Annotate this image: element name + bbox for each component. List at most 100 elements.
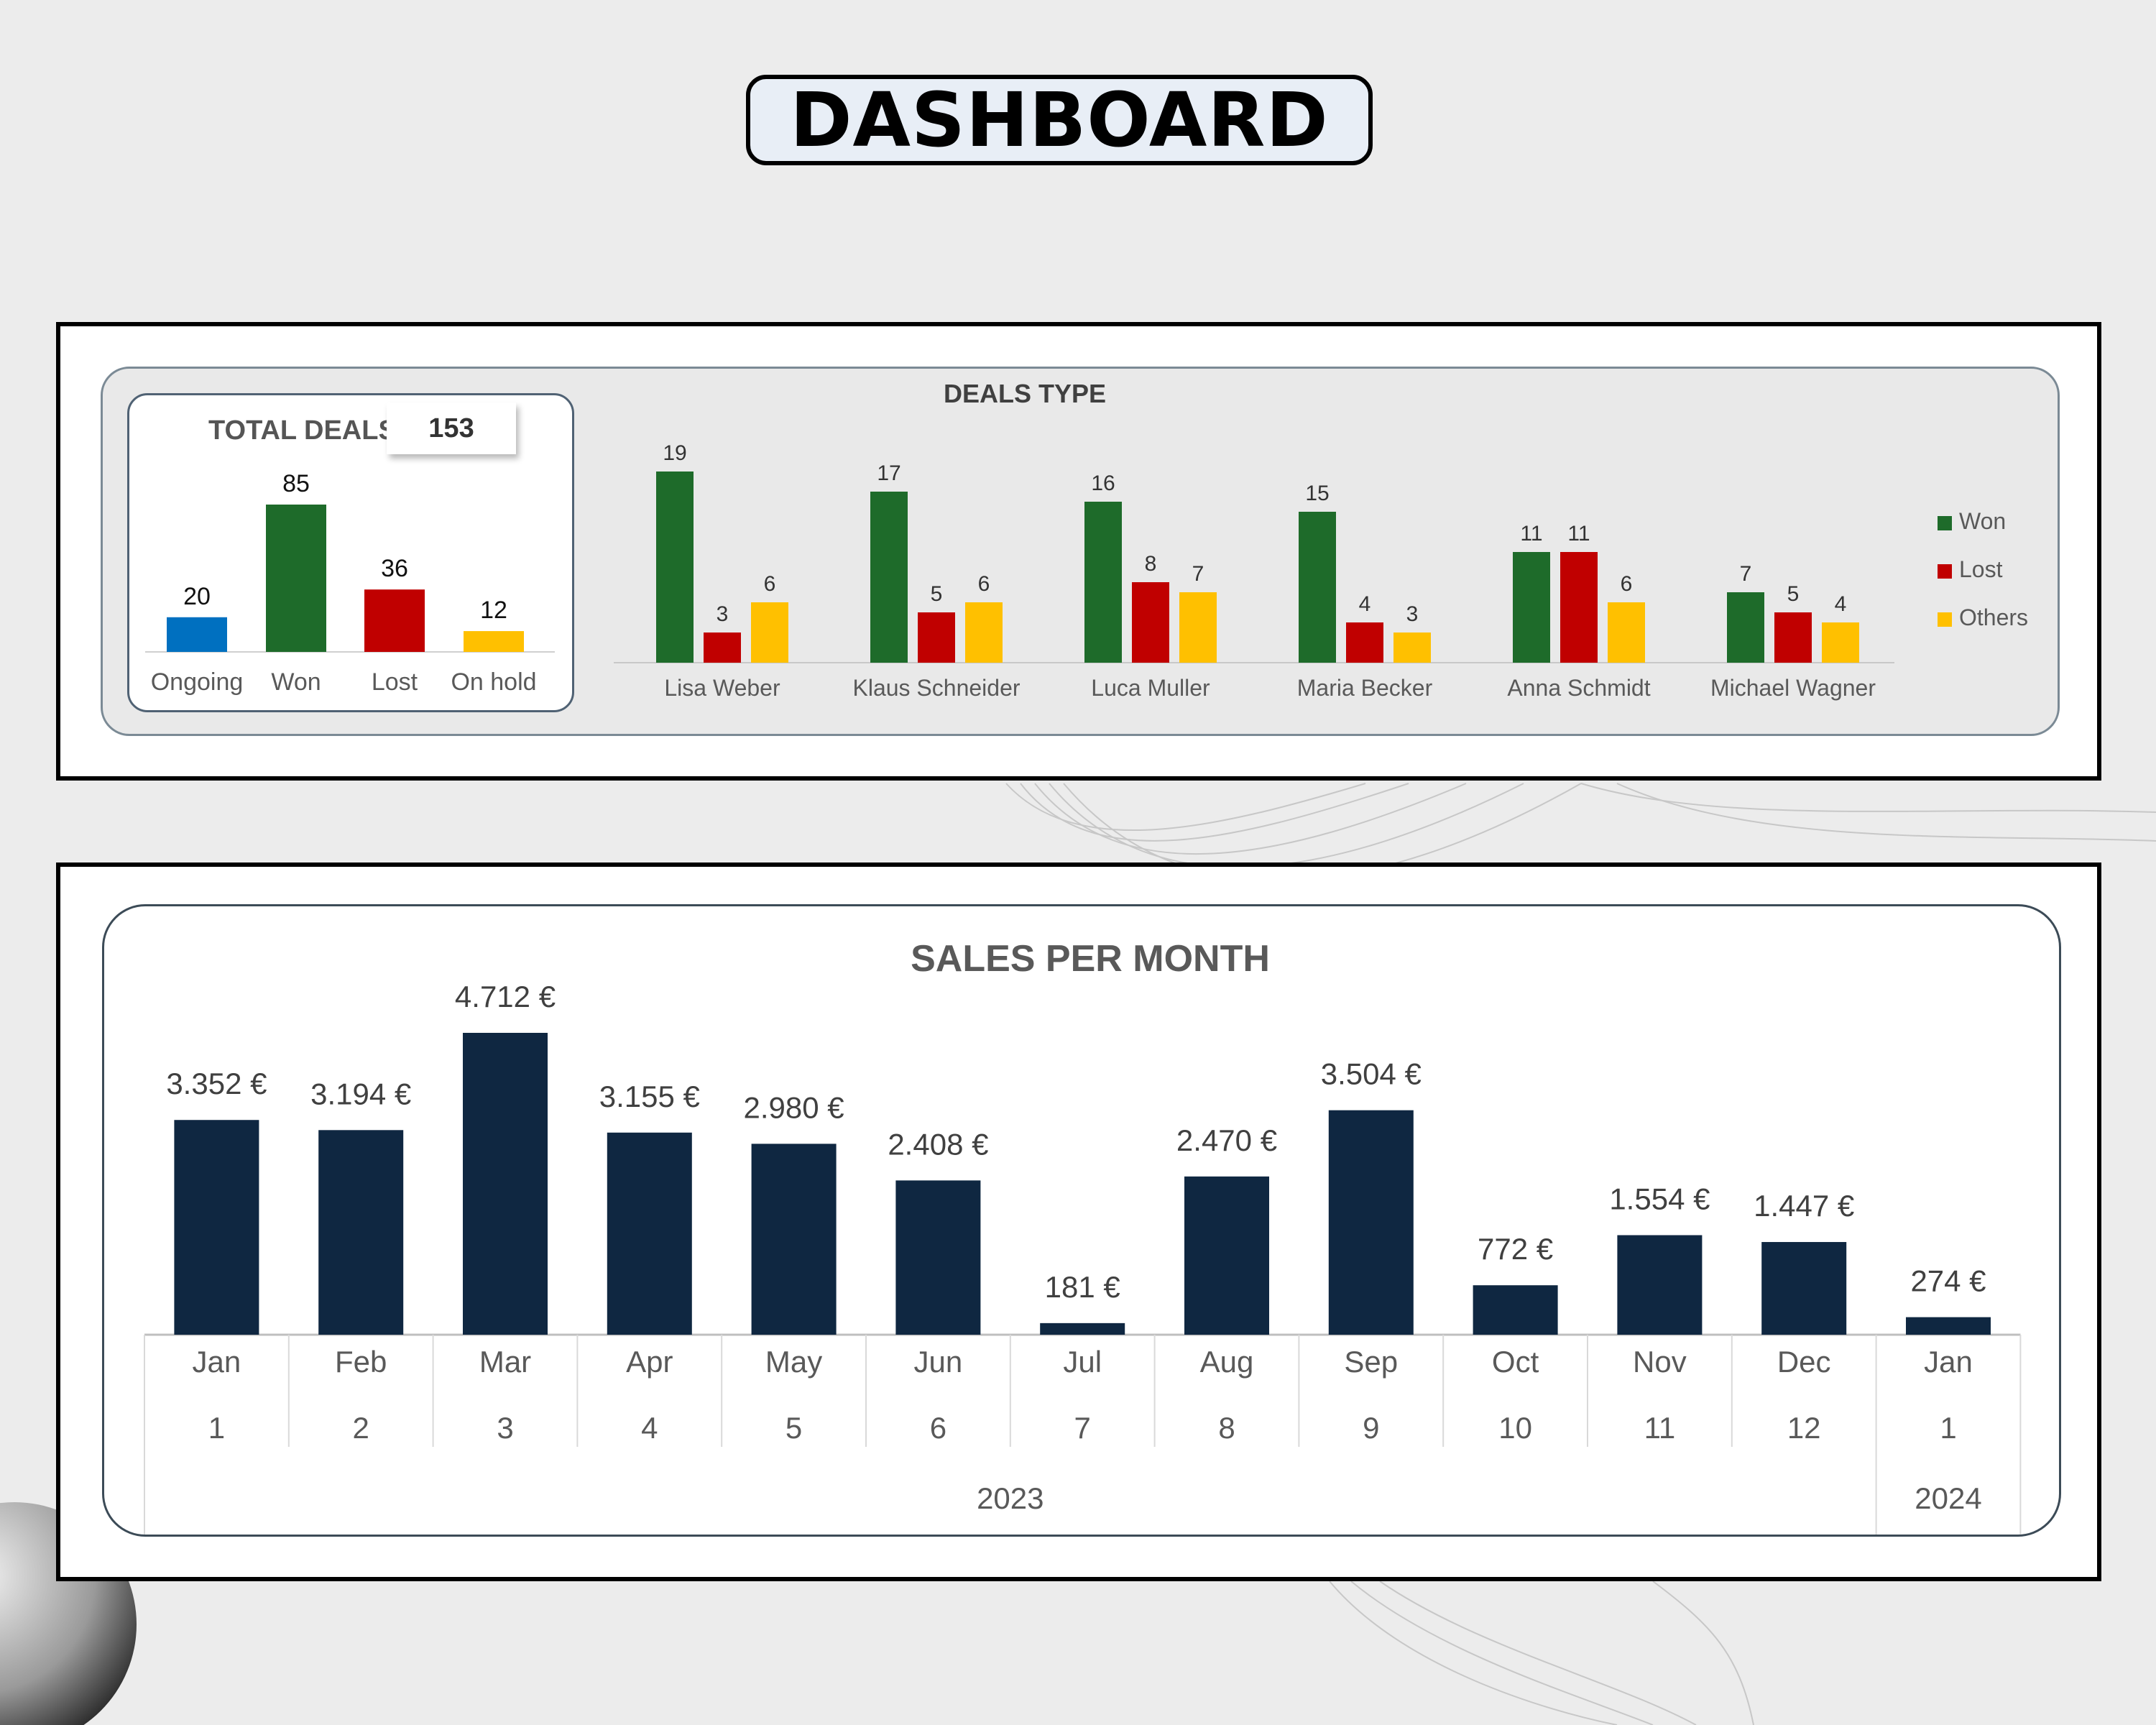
deals-type-bar (1299, 512, 1336, 663)
sales-month-number-label: 6 (930, 1411, 946, 1445)
deals-type-bar (1346, 622, 1383, 663)
status-category-label: Lost (372, 668, 418, 696)
deals-type-value-label: 11 (1567, 522, 1590, 546)
deals-type-category-label: Michael Wagner (1710, 675, 1876, 701)
sales-bar (318, 1130, 404, 1335)
status-value-label: 12 (480, 597, 507, 624)
sales-month-number-label: 1 (208, 1411, 225, 1445)
sales-month-label: Feb (335, 1345, 387, 1379)
deals-type-bar (1727, 592, 1764, 663)
status-category-label: On hold (451, 668, 536, 696)
deals-type-bar (965, 602, 1003, 663)
status-bar (266, 505, 326, 652)
sales-value-label: 274 € (1910, 1264, 1986, 1298)
deals-type-bar (1608, 602, 1645, 663)
deals-type-title: DEALS TYPE (944, 379, 1106, 408)
deals-type-bar (1393, 632, 1431, 663)
deals-type-value-label: 7 (1192, 562, 1204, 586)
sales-month-number-label: 1 (1940, 1411, 1956, 1445)
sales-bar (895, 1180, 981, 1335)
sales-month-label: Nov (1633, 1345, 1687, 1379)
legend-swatch (1938, 516, 1952, 530)
deals-type-value-label: 3 (717, 602, 729, 626)
deals-type-value-label: 6 (1621, 572, 1633, 596)
deals-type-bar (1513, 552, 1550, 663)
legend-label: Won (1959, 508, 2006, 534)
deals-type-value-label: 6 (764, 572, 776, 596)
sales-month-label: Dec (1777, 1345, 1831, 1379)
sales-month-label: Apr (626, 1345, 673, 1379)
deals-type-value-label: 3 (1406, 602, 1419, 626)
legend-label: Lost (1959, 556, 2003, 582)
deals-type-value-label: 7 (1740, 562, 1752, 586)
deals-type-bar (656, 472, 694, 663)
deals-type-bar (918, 612, 955, 663)
sales-month-label: Sep (1344, 1345, 1398, 1379)
deal-status-chart: 20 Ongoing 85 Won 36 Lost 12 On hold (145, 470, 555, 696)
sales-month-number-label: 9 (1363, 1411, 1379, 1445)
sales-value-label: 3.352 € (166, 1067, 267, 1100)
sales-bar (1473, 1285, 1558, 1335)
sales-value-label: 3.194 € (310, 1077, 411, 1110)
sales-bar (1761, 1242, 1847, 1335)
deals-type-value-label: 16 (1091, 472, 1115, 495)
sales-bar (1328, 1110, 1414, 1335)
status-bar (364, 589, 425, 652)
sales-year-label: 2024 (1915, 1481, 1981, 1515)
deals-type-bar (704, 632, 741, 663)
deals-type-bar (1774, 612, 1812, 663)
sales-month-number-label: 10 (1498, 1411, 1532, 1445)
deals-type-category-label: Lisa Weber (664, 675, 780, 701)
sales-value-label: 1.554 € (1609, 1182, 1710, 1215)
sales-bar (1040, 1322, 1125, 1335)
status-category-label: Won (271, 668, 321, 696)
sales-month-label: Oct (1492, 1345, 1539, 1379)
sales-month-number-label: 7 (1074, 1411, 1091, 1445)
deals-type-bar (1822, 622, 1859, 663)
sales-bar (1184, 1176, 1269, 1335)
status-value-label: 36 (381, 555, 408, 582)
sales-value-label: 3.155 € (599, 1080, 700, 1113)
sales-per-month-chart: SALES PER MONTH 3.352 € Jan 1 3.194 € Feb 2 4.7… (144, 938, 2022, 1535)
sales-bar (463, 1033, 548, 1335)
sales-title: SALES PER MONTH (911, 938, 1270, 980)
sales-month-label: Mar (479, 1345, 531, 1379)
sales-value-label: 4.712 € (455, 980, 556, 1013)
sales-panel-inner: SALES PER MONTH 3.352 € Jan 1 3.194 € Feb 2 4.7… (102, 904, 2061, 1537)
sales-month-number-label: 3 (497, 1411, 513, 1445)
status-value-label: 85 (282, 470, 310, 497)
sales-month-number-label: 12 (1787, 1411, 1821, 1445)
sales-bar (607, 1132, 692, 1335)
total-deals-value: 153 (387, 402, 516, 454)
deals-type-category-label: Maria Becker (1297, 675, 1433, 701)
deals-type-value-label: 8 (1145, 552, 1157, 576)
sales-panel: SALES PER MONTH 3.352 € Jan 1 3.194 € Feb 2 4.7… (56, 862, 2101, 1581)
sales-value-label: 2.408 € (888, 1127, 988, 1161)
total-deals-card: TOTAL DEALS 153 20 Ongoing 85 Won 36 Lost 12 On… (127, 393, 574, 712)
deals-type-value-label: 5 (931, 582, 943, 606)
deals-type-bar (1179, 592, 1217, 663)
sales-bar (174, 1120, 259, 1335)
deals-type-value-label: 17 (877, 461, 900, 485)
status-category-label: Ongoing (151, 668, 244, 696)
sales-month-number-label: 8 (1218, 1411, 1235, 1445)
deals-type-chart: DEALS TYPE 19 3 6 Lisa Weber 17 5 6 Klaus Schnei… (614, 379, 2028, 701)
total-deals-label: TOTAL DEALS (208, 415, 397, 446)
sales-month-label: Jan (1924, 1345, 1973, 1379)
deals-type-bar (870, 492, 908, 663)
sales-value-label: 772 € (1478, 1232, 1553, 1266)
sales-month-label: May (765, 1345, 822, 1379)
deals-type-value-label: 6 (978, 572, 990, 596)
dashboard-title: DASHBOARD (790, 76, 1329, 164)
status-value-label: 20 (183, 583, 211, 610)
sales-month-label: Jul (1063, 1345, 1102, 1379)
deals-type-bar (1084, 502, 1122, 663)
sales-value-label: 181 € (1045, 1270, 1120, 1304)
deals-type-value-label: 15 (1305, 482, 1329, 505)
sales-month-label: Jun (914, 1345, 963, 1379)
dashboard-title-box: DASHBOARD (746, 75, 1373, 165)
legend-label: Others (1959, 604, 2028, 630)
status-bar (167, 617, 227, 652)
deals-type-category-label: Anna Schmidt (1507, 675, 1650, 701)
deals-type-category-label: Klaus Schneider (852, 675, 1020, 701)
